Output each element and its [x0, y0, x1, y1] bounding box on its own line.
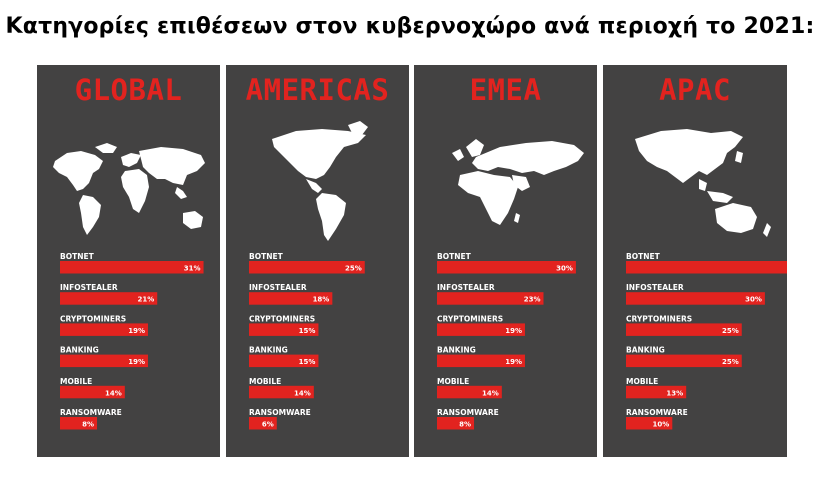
bar-infostealer [437, 292, 544, 305]
bars-area: BOTNET 25% INFOSTEALER 18% CRYPTOMINERS 15% BA… [249, 252, 365, 430]
category-label: INFOSTEALER [249, 283, 307, 292]
americas-map-icon [272, 121, 368, 241]
bar-botnet [626, 261, 787, 274]
category-label: RANSOMWARE [60, 408, 122, 417]
category-label: BANKING [437, 346, 476, 355]
category-label: CRYPTOMINERS [626, 314, 692, 323]
bar-value-label: 19% [128, 358, 145, 366]
bar-value-label: 6% [262, 421, 274, 429]
bar-value-label: 15% [299, 358, 316, 366]
panel-americas: AMERICAS BOTNET 25% INFOSTEALER 18% CRYPTOMI… [226, 65, 409, 457]
bar-cryptominers [249, 323, 319, 336]
bar-botnet [437, 261, 576, 274]
bar-cryptominers [437, 323, 525, 336]
bar-infostealer [626, 292, 765, 305]
bar-value-label: 8% [459, 421, 471, 429]
bar-value-label: 23% [524, 296, 541, 304]
category-label: MOBILE [437, 377, 469, 386]
category-label: RANSOMWARE [249, 408, 311, 417]
bar-ransomware [60, 417, 98, 430]
category-label: BOTNET [60, 252, 95, 261]
category-label: CRYPTOMINERS [437, 314, 503, 323]
panel-global: GLOBAL BOTNET 31% INFOSTEALER 21% CRYPTOMINE… [37, 65, 220, 457]
bars-area: BOTNET43%INFOSTEALER30%CRYPTOMINERS25%BA… [626, 252, 787, 430]
bar-value-label: 18% [313, 296, 330, 304]
category-label: MOBILE [626, 377, 658, 386]
panel-apac: APAC BOTNET43%INFOSTEALER30%CRYPTOMINERS… [603, 65, 787, 457]
panels-container: GLOBAL BOTNET 31% INFOSTEALER 21% CRYPTOMINE… [37, 65, 787, 457]
category-label: MOBILE [249, 377, 281, 386]
bar-value-label: 15% [299, 327, 316, 335]
category-label: CRYPTOMINERS [249, 314, 315, 323]
bars-area: BOTNET30%INFOSTEALER23%CRYPTOMINERS19%BA… [437, 252, 576, 430]
bar-value-label: 30% [556, 265, 573, 273]
bar-banking [60, 354, 148, 368]
page-title: Κατηγορίες επιθέσεων στον κυβερνοχώρο αν… [5, 14, 815, 39]
bar-cryptominers [60, 323, 148, 336]
bar-ransomware [249, 417, 277, 430]
category-label: INFOSTEALER [437, 283, 495, 292]
region-title: AMERICAS [245, 73, 390, 107]
category-label: BANKING [60, 346, 99, 355]
category-label: INFOSTEALER [60, 283, 118, 292]
bar-value-label: 19% [128, 327, 145, 335]
category-label: RANSOMWARE [626, 408, 688, 417]
bars-area: BOTNET31%INFOSTEALER21%CRYPTOMINERS19%BA… [60, 252, 204, 430]
panel-emea: EMEA BOTNET 30% INFOSTEALER 23% CRYPTOMINERS… [414, 65, 597, 457]
bar-banking [437, 354, 525, 368]
bar-value-label: 31% [184, 265, 201, 273]
emea-map-icon [452, 139, 584, 225]
bar-value-label: 14% [482, 389, 499, 397]
bar-mobile [626, 385, 687, 399]
category-label: BOTNET [249, 252, 284, 261]
bar-value-label: 19% [505, 358, 522, 366]
category-label: BOTNET [626, 252, 661, 261]
region-title: EMEA [469, 73, 542, 107]
category-label: MOBILE [60, 377, 92, 386]
region-title: GLOBAL [74, 73, 183, 107]
bar-value-label: 21% [137, 296, 154, 304]
bar-mobile [437, 385, 502, 399]
bar-value-label: 30% [745, 296, 762, 304]
category-label: RANSOMWARE [437, 408, 499, 417]
category-label: CRYPTOMINERS [60, 314, 126, 323]
bar-value-label: 19% [505, 327, 522, 335]
bar-botnet [249, 261, 365, 274]
bar-banking [626, 354, 742, 368]
category-label: BOTNET [437, 252, 472, 261]
category-label: BANKING [249, 346, 288, 355]
bar-botnet [60, 261, 204, 274]
bar-banking [249, 354, 319, 368]
bar-mobile [60, 385, 125, 399]
bar-cryptominers [626, 323, 742, 336]
bar-value-label: 8% [82, 421, 94, 429]
bar-mobile [249, 385, 314, 399]
apac-map-icon [635, 129, 771, 237]
world-map-icon [53, 143, 205, 235]
bar-infostealer [60, 292, 158, 305]
bar-value-label: 25% [722, 327, 739, 335]
region-title: APAC [659, 73, 731, 107]
bar-value-label: 13% [666, 389, 683, 397]
bar-ransomware [626, 417, 673, 430]
bar-ransomware [437, 417, 475, 430]
bar-value-label: 14% [105, 389, 122, 397]
bar-value-label: 14% [294, 389, 311, 397]
bar-value-label: 25% [722, 358, 739, 366]
bar-value-label: 25% [345, 265, 362, 273]
bar-value-label: 10% [653, 421, 670, 429]
bar-infostealer [249, 292, 333, 305]
category-label: BANKING [626, 346, 665, 355]
category-label: INFOSTEALER [626, 283, 684, 292]
